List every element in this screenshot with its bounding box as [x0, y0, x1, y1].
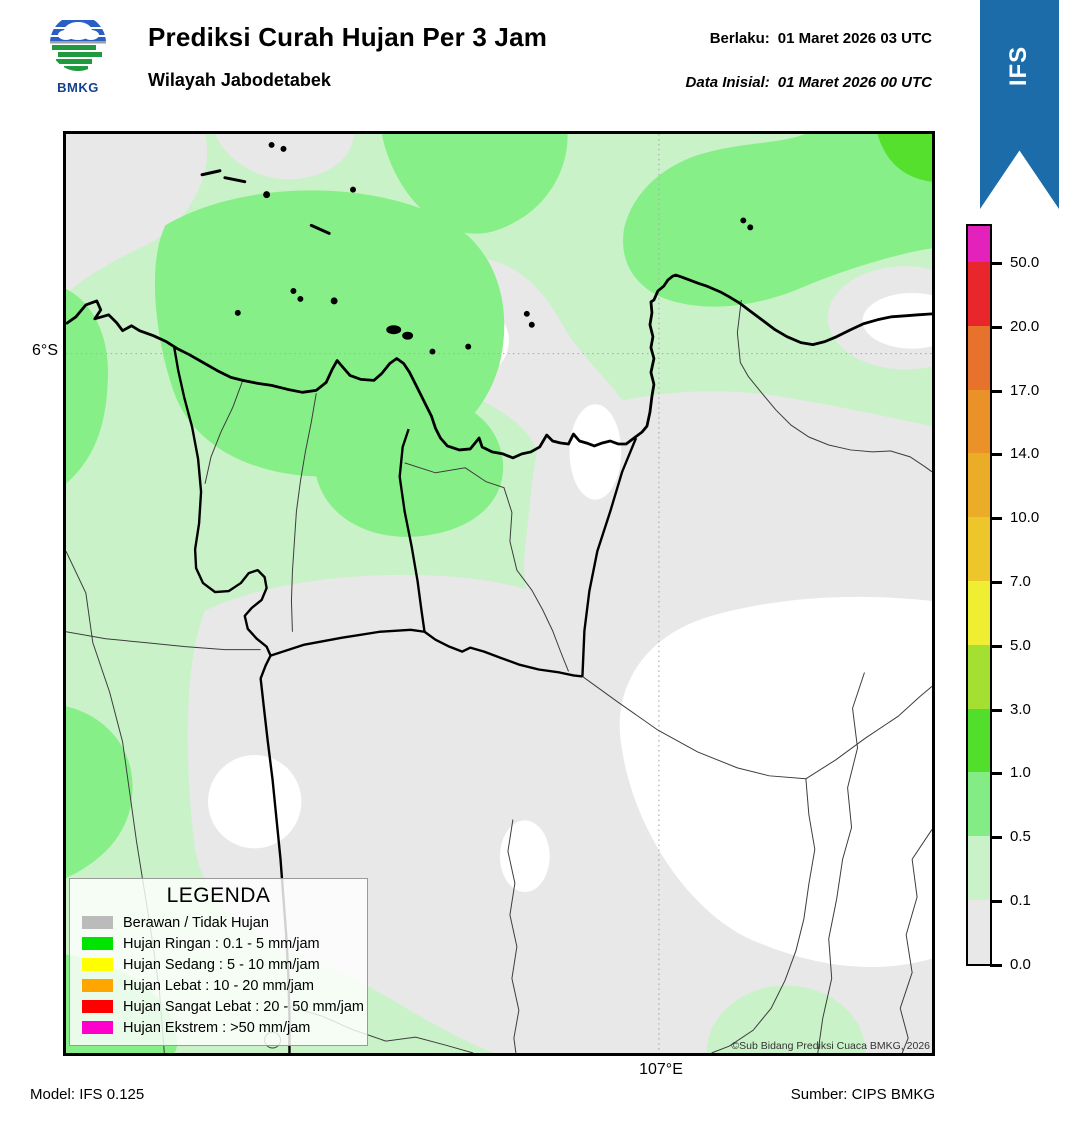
province-boundaries — [173, 347, 638, 1053]
islands — [200, 141, 754, 355]
legend-swatch — [82, 1000, 113, 1013]
model-info: Model: IFS 0.125 — [30, 1086, 145, 1103]
legend-swatch — [82, 958, 113, 971]
coastline — [66, 273, 932, 460]
rain-light-regions — [66, 134, 932, 1053]
colorbar-tick — [990, 262, 1002, 265]
legend-swatch — [82, 1021, 113, 1034]
colorbar-segment — [968, 644, 990, 709]
rain-verylight-bottom-blob — [706, 985, 866, 1053]
graticule — [66, 134, 932, 1053]
latitude-label: 6°S — [32, 342, 58, 359]
legend-item: Hujan Lebat : 10 - 20 mm/jam — [82, 975, 367, 996]
legend-item-label: Hujan Lebat : 10 - 20 mm/jam — [123, 977, 315, 994]
legend-item-label: Berawan / Tidak Hujan — [123, 914, 269, 931]
init-time-label: Data Inisial: — [685, 74, 770, 91]
bmkg-logo-icon — [50, 15, 106, 71]
colorbar-tick — [990, 644, 1002, 648]
valid-time: Berlaku: 01 Maret 2026 03 UTC — [560, 30, 932, 47]
colorbar-tick-label: 1.0 — [1010, 764, 1031, 782]
colorbar-tick — [990, 453, 1002, 457]
map-legend: LEGENDA Berawan / Tidak Hujan Hujan Ringa… — [69, 878, 368, 1046]
colorbar-segment — [968, 772, 990, 837]
page-title: Prediksi Curah Hujan Per 3 Jam — [148, 22, 548, 52]
rainfall-colorbar: 50.0 20.0 17.0 14.0 10.0 7.0 5.0 3.0 1.0 0.5 0.1 0.… — [966, 224, 1072, 984]
colorbar-segment — [968, 708, 990, 773]
colorbar-segment — [968, 262, 990, 326]
colorbar-tick-label: 0.5 — [1010, 828, 1031, 846]
district-boundaries — [66, 299, 932, 1053]
legend-swatch — [82, 916, 113, 929]
bmkg-logo-text: BMKG — [57, 80, 99, 95]
colorbar-tick — [990, 772, 1002, 776]
colorbar-tick-label: 20.0 — [1010, 317, 1040, 335]
colorbar-tick — [990, 517, 1002, 521]
colorbar-tick — [990, 836, 1002, 840]
legend-item: Hujan Sangat Lebat : 20 - 50 mm/jam — [82, 996, 367, 1017]
colorbar-tick-label: 0.0 — [1010, 955, 1031, 973]
legend-swatch — [82, 979, 113, 992]
colorbar-tick — [990, 708, 1002, 712]
legend-item: Hujan Ringan : 0.1 - 5 mm/jam — [82, 933, 367, 954]
rain-moderate-corner — [877, 134, 932, 182]
legend-item: Berawan / Tidak Hujan — [82, 912, 367, 933]
valid-time-label: Berlaku: — [709, 30, 770, 47]
copyright-text: ©Sub Bidang Prediksi Cuaca BMKG, 2026 — [731, 1040, 930, 1052]
colorbar-tick-label: 0.1 — [1010, 892, 1031, 910]
legend-items: Berawan / Tidak Hujan Hujan Ringan : 0.1 … — [82, 912, 367, 1038]
legend-item-label: Hujan Sedang : 5 - 10 mm/jam — [123, 956, 320, 973]
colorbar-tick-label: 7.0 — [1010, 573, 1031, 591]
legend-item-label: Hujan Ringan : 0.1 - 5 mm/jam — [123, 935, 320, 952]
legend-item: Hujan Sedang : 5 - 10 mm/jam — [82, 954, 367, 975]
colorbar-segment — [968, 226, 990, 262]
init-time-value: 01 Maret 2026 00 UTC — [777, 74, 932, 91]
colorbar-segment — [968, 517, 990, 581]
colorbar-segment — [968, 899, 990, 964]
colorbar-segment — [968, 325, 990, 390]
init-time: Data Inisial: 01 Maret 2026 00 UTC — [560, 74, 932, 91]
legend-item-label: Hujan Sangat Lebat : 20 - 50 mm/jam — [123, 998, 364, 1015]
bmkg-logo: BMKG — [46, 14, 110, 95]
colorbar-gradient — [966, 224, 992, 966]
colorbar-tick — [990, 325, 1002, 329]
colorbar-tick — [990, 963, 1002, 967]
colorbar-segment — [968, 580, 990, 645]
colorbar-tick-label: 50.0 — [1010, 254, 1040, 272]
colorbar-tick — [990, 581, 1002, 584]
legend-item: Hujan Ekstrem : >50 mm/jam — [82, 1017, 367, 1038]
colorbar-segment — [968, 389, 990, 454]
valid-time-value: 01 Maret 2026 03 UTC — [777, 30, 932, 47]
colorbar-segment — [968, 836, 990, 900]
colorbar-tick-label: 10.0 — [1010, 509, 1040, 527]
source-info: Sumber: CIPS BMKG — [790, 1086, 935, 1103]
page-subtitle: Wilayah Jabodetabek — [148, 70, 331, 90]
colorbar-tick-label: 14.0 — [1010, 445, 1040, 463]
colorbar-tick-label: 5.0 — [1010, 636, 1031, 654]
model-ribbon-label: IFS — [1005, 45, 1033, 87]
colorbar-segment — [968, 453, 990, 518]
colorbar-tick — [990, 389, 1002, 393]
colorbar-tick — [990, 900, 1002, 903]
longitude-label: 107°E — [639, 1061, 683, 1078]
legend-title: LEGENDA — [166, 884, 271, 907]
legend-item-label: Hujan Ekstrem : >50 mm/jam — [123, 1019, 311, 1036]
colorbar-tick-label: 3.0 — [1010, 700, 1031, 718]
colorbar-tick-label: 17.0 — [1010, 381, 1040, 399]
model-ribbon: IFS — [980, 0, 1059, 209]
legend-swatch — [82, 937, 113, 950]
